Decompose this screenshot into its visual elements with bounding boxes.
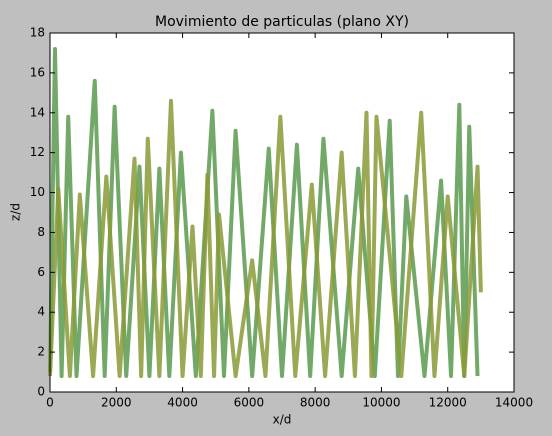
y-tick-label: 16 <box>30 65 45 79</box>
y-axis-label: z/d <box>9 203 23 221</box>
x-tick-label: 6000 <box>234 396 265 410</box>
y-tick-label: 12 <box>30 145 45 159</box>
chart-title: Movimiento de particulas (plano XY) <box>155 14 409 30</box>
x-tick-label: 8000 <box>300 396 331 410</box>
x-tick-label: 0 <box>46 396 54 410</box>
x-tick-label: 4000 <box>167 396 198 410</box>
y-tick-label: 14 <box>30 105 45 119</box>
y-tick-label: 6 <box>37 265 45 279</box>
particle-path <box>48 98 483 379</box>
plot-frame <box>49 32 515 393</box>
x-tick-label: 2000 <box>101 396 132 410</box>
x-tick-label: 10000 <box>362 396 400 410</box>
y-tick-label: 18 <box>30 26 45 40</box>
plot-marks <box>48 46 483 379</box>
particle-path <box>48 46 480 379</box>
x-axis-label: x/d <box>273 413 292 427</box>
y-tick-label: 2 <box>37 345 45 359</box>
x-tick-label: 12000 <box>429 396 467 410</box>
y-tick-label: 10 <box>30 185 45 199</box>
x-tick-label: 14000 <box>495 396 533 410</box>
y-tick-label: 0 <box>37 385 45 399</box>
y-tick-label: 4 <box>37 305 45 319</box>
y-tick-label: 8 <box>37 225 45 239</box>
